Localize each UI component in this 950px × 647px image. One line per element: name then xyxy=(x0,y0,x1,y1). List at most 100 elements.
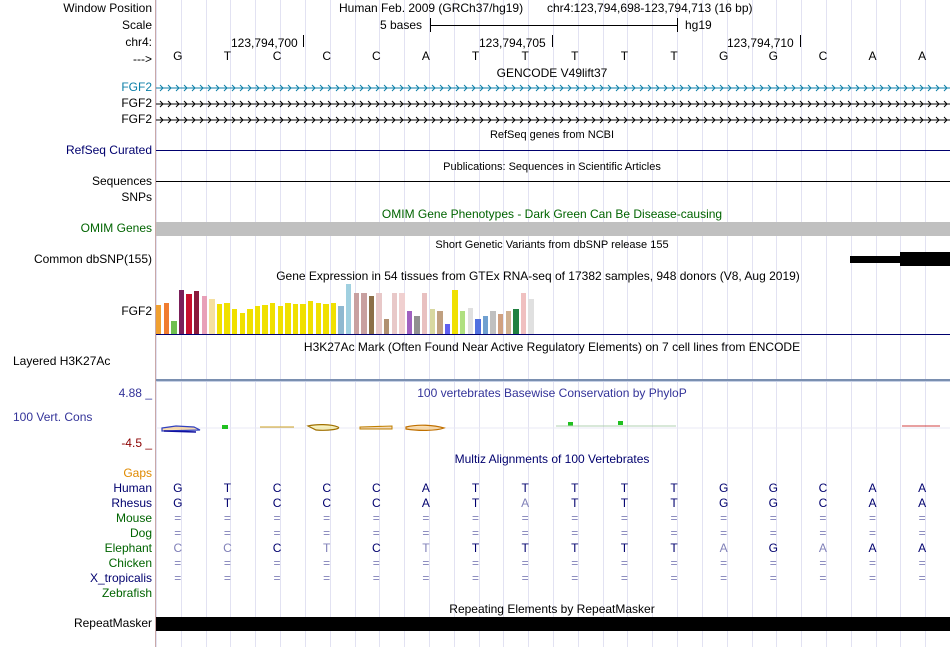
track-image-area[interactable]: Human Feb. 2009 (GRCh37/hg19) chr4:123,7… xyxy=(156,0,950,647)
gtex-tissue-bar[interactable] xyxy=(216,304,223,334)
grid-line xyxy=(330,0,331,647)
aligned-base: = xyxy=(174,571,182,585)
species-label-chicken[interactable]: Chicken xyxy=(108,556,152,570)
species-label-mouse[interactable]: Mouse xyxy=(115,511,152,525)
gencode-gene-model[interactable] xyxy=(156,116,950,124)
repeatmasker-track-title: Repeating Elements by RepeatMasker xyxy=(449,602,655,616)
gtex-tissue-bar[interactable] xyxy=(475,319,481,334)
common-dbsnp-label[interactable]: Common dbSNP(155) xyxy=(33,252,152,266)
aligned-base: = xyxy=(918,571,926,585)
gencode-gene-model[interactable] xyxy=(156,100,950,108)
gtex-tissue-bar[interactable] xyxy=(482,316,489,334)
phylop-track-label[interactable]: 100 Vert. Cons xyxy=(13,410,93,424)
gtex-tissue-bar[interactable] xyxy=(224,303,230,334)
publications-sequence-line[interactable] xyxy=(156,181,950,182)
gtex-tissue-bar[interactable] xyxy=(247,309,253,334)
gtex-tissue-bar[interactable] xyxy=(209,299,215,334)
gtex-tissue-bar[interactable] xyxy=(239,313,245,334)
gtex-tissue-bar[interactable] xyxy=(384,319,390,334)
aligned-base: = xyxy=(571,556,579,570)
gtex-tissue-bar[interactable] xyxy=(361,293,367,334)
gencode-gene-model[interactable] xyxy=(156,84,950,92)
multiz-alignment-grid[interactable]: G T C C C A T T T T T G G C A A G T C C C A T A T T T G G C A A = = = = = = = =… xyxy=(156,481,950,601)
gtex-tissue-bar[interactable] xyxy=(315,303,321,334)
gtex-tissue-bar[interactable] xyxy=(376,293,382,334)
reference-base: C xyxy=(371,49,381,63)
refseq-gene-line[interactable] xyxy=(156,150,950,151)
gtex-tissue-bar[interactable] xyxy=(346,284,352,334)
sequences-label[interactable]: Sequences xyxy=(91,174,152,188)
alignment-row: = = = = = = = = = = = = = = = = xyxy=(156,571,950,585)
gtex-tissue-bar[interactable] xyxy=(399,293,405,334)
gtex-tissue-bar[interactable] xyxy=(353,293,359,334)
gtex-tissue-bar[interactable] xyxy=(520,293,527,334)
species-label-dog[interactable]: Dog xyxy=(129,526,152,540)
species-label-x-tropicalis[interactable]: X_tropicalis xyxy=(89,571,152,585)
gtex-tissue-bar[interactable] xyxy=(285,303,291,334)
phylop-conservation-plot[interactable] xyxy=(156,418,950,442)
gtex-tissue-bar[interactable] xyxy=(513,309,519,334)
gtex-expression-bars[interactable] xyxy=(156,284,536,334)
gtex-tissue-bar[interactable] xyxy=(178,290,185,334)
species-label-zebrafish[interactable]: Zebrafish xyxy=(101,586,152,600)
gtex-tissue-bar[interactable] xyxy=(422,293,428,334)
gtex-tissue-bar[interactable] xyxy=(406,311,413,334)
species-label-human[interactable]: Human xyxy=(113,481,152,495)
aligned-base: = xyxy=(571,526,579,540)
gtex-tissue-bar[interactable] xyxy=(194,291,200,334)
repeatmasker-label[interactable]: RepeatMasker xyxy=(73,616,152,630)
grid-line xyxy=(900,0,901,647)
gtex-tissue-bar[interactable] xyxy=(308,301,314,334)
gtex-gene-label[interactable]: FGF2 xyxy=(121,304,152,318)
gtex-tissue-bar[interactable] xyxy=(254,306,261,334)
gtex-tissue-bar[interactable] xyxy=(467,308,473,334)
gtex-tissue-bar[interactable] xyxy=(414,316,420,334)
gtex-tissue-bar[interactable] xyxy=(292,304,299,334)
species-label-elephant[interactable]: Elephant xyxy=(104,541,152,555)
gtex-tissue-bar[interactable] xyxy=(444,324,451,334)
gtex-tissue-bar[interactable] xyxy=(505,311,511,334)
track-labels: Window Position Scale chr4: ---> FGF2 FG… xyxy=(0,0,156,647)
gtex-tissue-bar[interactable] xyxy=(452,290,458,334)
omim-phenotype-bar[interactable] xyxy=(156,222,950,236)
gtex-tissue-bar[interactable] xyxy=(232,309,238,334)
gtex-tissue-bar[interactable] xyxy=(171,321,177,334)
gtex-tissue-bar[interactable] xyxy=(323,304,329,334)
h3k27ac-signal-shade xyxy=(156,381,950,382)
dbsnp-variant-thin[interactable] xyxy=(850,256,900,263)
gtex-tissue-bar[interactable] xyxy=(460,311,466,334)
gtex-tissue-bar[interactable] xyxy=(498,314,504,334)
phylop-min-label: -4.5 _ xyxy=(121,436,152,450)
h3k27ac-signal[interactable] xyxy=(156,379,950,381)
gencode-gene-label-3[interactable]: FGF2 xyxy=(121,112,152,126)
snps-label[interactable]: SNPs xyxy=(121,190,152,204)
reference-base: C xyxy=(322,49,332,63)
species-label-rhesus[interactable]: Rhesus xyxy=(111,496,152,510)
gtex-tissue-bar[interactable] xyxy=(270,303,276,334)
gencode-gene-label-1[interactable]: FGF2 xyxy=(121,80,152,94)
gtex-tissue-bar[interactable] xyxy=(330,303,337,334)
gtex-tissue-bar[interactable] xyxy=(429,309,435,334)
gencode-gene-models[interactable] xyxy=(156,80,950,128)
gtex-tissue-bar[interactable] xyxy=(368,296,375,334)
omim-genes-label[interactable]: OMIM Genes xyxy=(80,221,152,235)
refseq-curated-label[interactable]: RefSeq Curated xyxy=(65,143,152,157)
aligned-base: = xyxy=(422,511,430,525)
gtex-tissue-bar[interactable] xyxy=(391,293,397,334)
layered-h3k27ac-label[interactable]: Layered H3K27Ac xyxy=(13,354,111,368)
gtex-tissue-bar[interactable] xyxy=(437,311,443,334)
gtex-tissue-bar[interactable] xyxy=(490,311,496,334)
gtex-tissue-bar[interactable] xyxy=(156,305,162,334)
gencode-gene-label-2[interactable]: FGF2 xyxy=(121,96,152,110)
gtex-tissue-bar[interactable] xyxy=(163,303,169,334)
gtex-tissue-bar[interactable] xyxy=(262,305,268,334)
aligned-base: T xyxy=(620,541,629,555)
gtex-tissue-bar[interactable] xyxy=(338,306,344,334)
gtex-tissue-bar[interactable] xyxy=(277,306,283,334)
dbsnp-variant-thick[interactable] xyxy=(900,252,950,266)
gtex-tissue-bar[interactable] xyxy=(300,304,306,334)
repeatmasker-element[interactable] xyxy=(156,617,950,631)
gtex-tissue-bar[interactable] xyxy=(201,296,207,334)
gtex-tissue-bar[interactable] xyxy=(186,294,192,334)
gtex-tissue-bar[interactable] xyxy=(528,299,534,334)
